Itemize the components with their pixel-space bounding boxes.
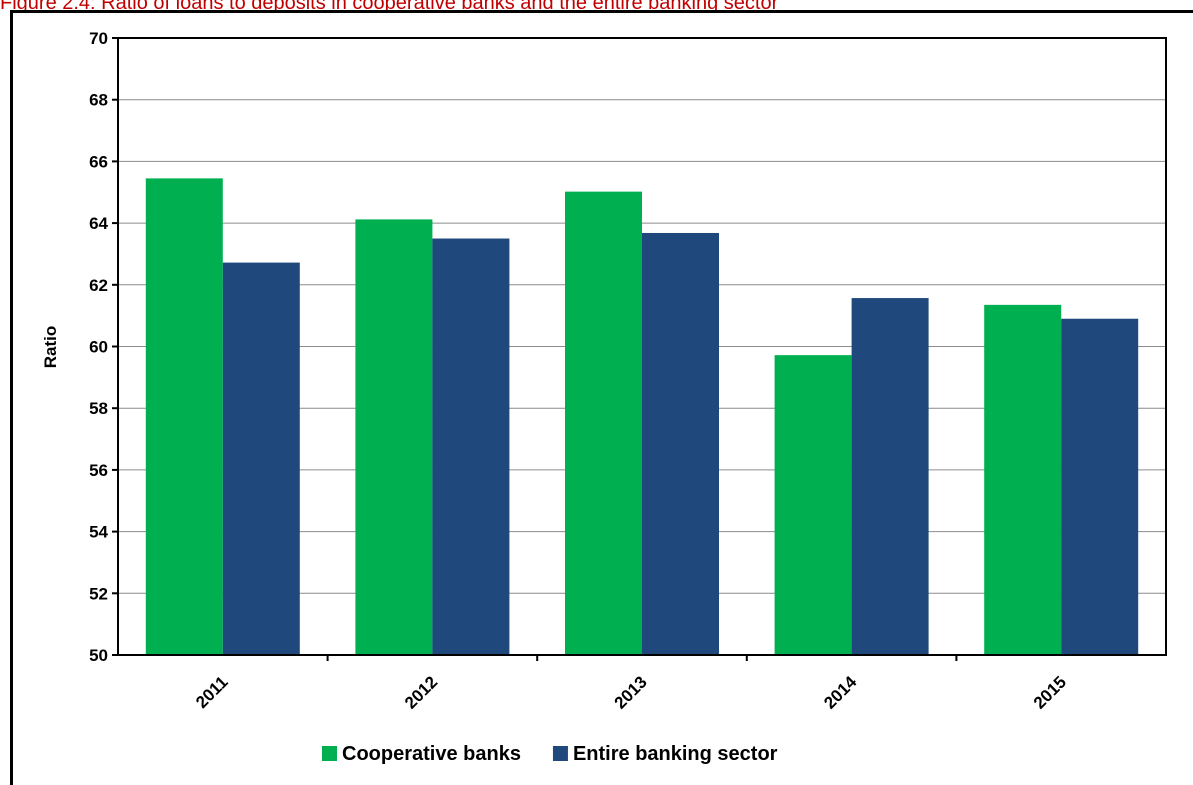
x-tick-labels: 2011 2012 2013 2014 2015 [192,672,1070,713]
y-axis-title: Ratio [41,326,60,369]
y-tick-label: 68 [89,91,108,110]
x-tick-label: 2013 [611,672,651,712]
bar-2012-cooperative [355,219,433,655]
plot-border [117,37,1167,656]
x-tick-label: 2014 [820,672,861,713]
bar-2011-sector [222,262,300,655]
bar-2014-cooperative [774,355,852,655]
x-tick-label: 2011 [192,672,232,712]
bar-2015-sector [1061,318,1139,655]
legend-label: Entire banking sector [573,743,778,765]
y-tick-label: 54 [89,523,108,542]
bars [145,178,1139,656]
y-tick-label: 58 [89,399,108,418]
legend-label: Cooperative banks [342,743,521,765]
y-tick-label: 64 [89,214,108,233]
y-tick-label: 52 [89,584,108,603]
bar-2013-cooperative [565,191,642,655]
bar-2014-sector [851,298,929,655]
y-tick-label: 62 [89,276,108,295]
y-tick-label: 60 [89,338,108,357]
bar-2012-sector [432,238,510,655]
legend: Cooperative banks Entire banking sector [322,743,778,765]
y-tick-labels: 50 52 54 56 58 60 62 64 66 68 70 [89,29,108,665]
axes [117,37,1167,656]
y-tick-label: 50 [89,646,108,665]
y-tick-label: 56 [89,461,108,480]
legend-swatch-cooperative [322,746,337,761]
bar-2015-cooperative [984,304,1062,655]
chart-frame [10,10,1193,785]
bar-2011-cooperative [145,178,223,655]
legend-swatch-sector [552,746,568,761]
bar-2013-sector [642,232,719,656]
x-tick-label: 2015 [1030,672,1070,712]
y-tick-label: 70 [89,29,108,48]
y-tick-label: 66 [89,152,108,171]
x-tick-label: 2012 [401,672,441,712]
